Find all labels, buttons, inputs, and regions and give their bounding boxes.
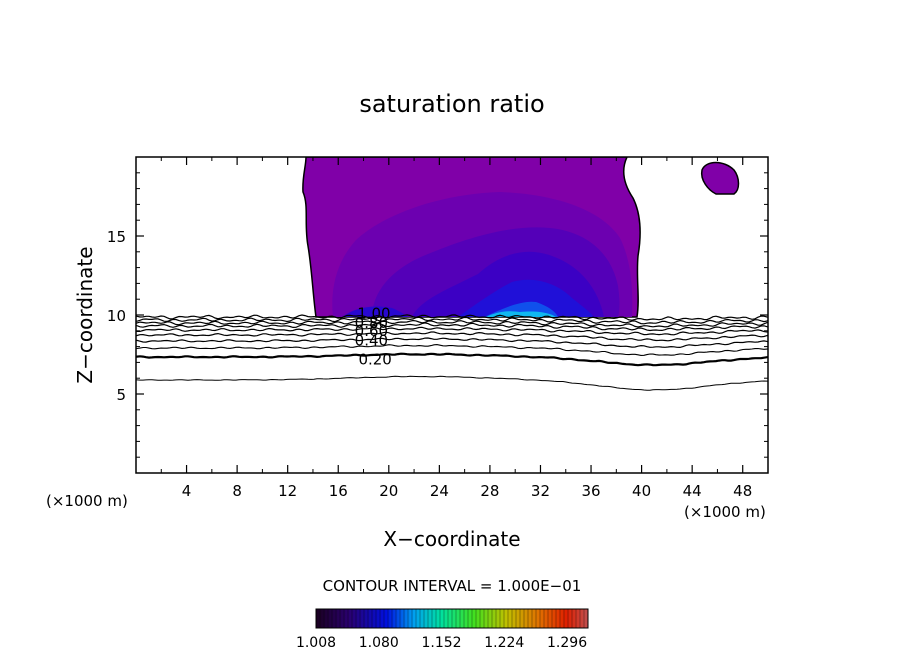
contour-line — [136, 326, 768, 336]
shade-pocket-left — [342, 306, 408, 317]
contour-line — [136, 352, 768, 367]
contour-label: 0.20 — [358, 350, 391, 368]
plot-area — [136, 157, 768, 391]
colorbar: 1.008 1.080 1.152 1.224 1.296 — [296, 608, 589, 651]
contour-lines — [136, 314, 768, 391]
x-axis-label: X−coordinate — [383, 527, 520, 551]
x-tick-label: 48 — [733, 482, 752, 500]
x-tick-label: 24 — [430, 482, 449, 500]
contour-line — [136, 344, 768, 356]
x-tick-label: 20 — [379, 482, 398, 500]
x-tick-label: 36 — [581, 482, 600, 500]
x-tick-label: 32 — [531, 482, 550, 500]
colorbar-tick-label: 1.152 — [421, 635, 461, 651]
x-axis-ticks: 4 8 12 16 20 24 28 32 36 40 44 48 — [160, 157, 752, 500]
contour-line — [136, 322, 768, 332]
y-axis-label: Z−coordinate — [73, 246, 97, 383]
colorbar-tick-labels: 1.008 1.080 1.152 1.224 1.296 — [296, 635, 587, 651]
contour-labels: 1.000.800.600.400.20 — [355, 305, 392, 369]
contour-interval-text: CONTOUR INTERVAL = 1.000E−01 — [323, 577, 582, 595]
colorbar-gradient — [315, 608, 589, 629]
y-tick-label: 5 — [116, 386, 126, 404]
contour-line — [136, 319, 768, 328]
x-tick-label: 4 — [182, 482, 192, 500]
contour-line — [136, 337, 768, 349]
colorbar-tick-label: 1.224 — [484, 635, 524, 651]
contour-line — [136, 316, 768, 325]
x-tick-label: 40 — [632, 482, 651, 500]
x-tick-label: 12 — [278, 482, 297, 500]
colorbar-stripes — [319, 609, 585, 628]
colorbar-tick-label: 1.008 — [296, 635, 336, 651]
colorbar-tick-label: 1.080 — [359, 635, 399, 651]
x-unit-left: (×1000 m) — [46, 492, 128, 510]
y-tick-label: 10 — [107, 307, 126, 325]
contour-label: 1.00 — [357, 305, 390, 323]
contour-line — [136, 331, 768, 342]
contour-label: 0.80 — [355, 314, 388, 332]
shade-blob — [700, 161, 740, 195]
contour-label: 0.60 — [355, 322, 388, 340]
chart-title: saturation ratio — [359, 90, 544, 118]
colorbar-tick-label: 1.296 — [547, 635, 587, 651]
x-unit-right: (×1000 m) — [684, 503, 766, 521]
x-tick-label: 28 — [480, 482, 499, 500]
shaded-region — [302, 157, 740, 318]
contour-label: 0.40 — [355, 331, 388, 349]
y-axis-ticks: 5 10 15 — [107, 172, 768, 458]
y-tick-label: 15 — [107, 228, 126, 246]
x-tick-label: 44 — [683, 482, 702, 500]
x-tick-label: 8 — [232, 482, 242, 500]
contour-line — [136, 314, 768, 321]
contour-line — [136, 375, 768, 391]
x-tick-label: 16 — [329, 482, 348, 500]
shade-level-5 — [458, 279, 594, 317]
